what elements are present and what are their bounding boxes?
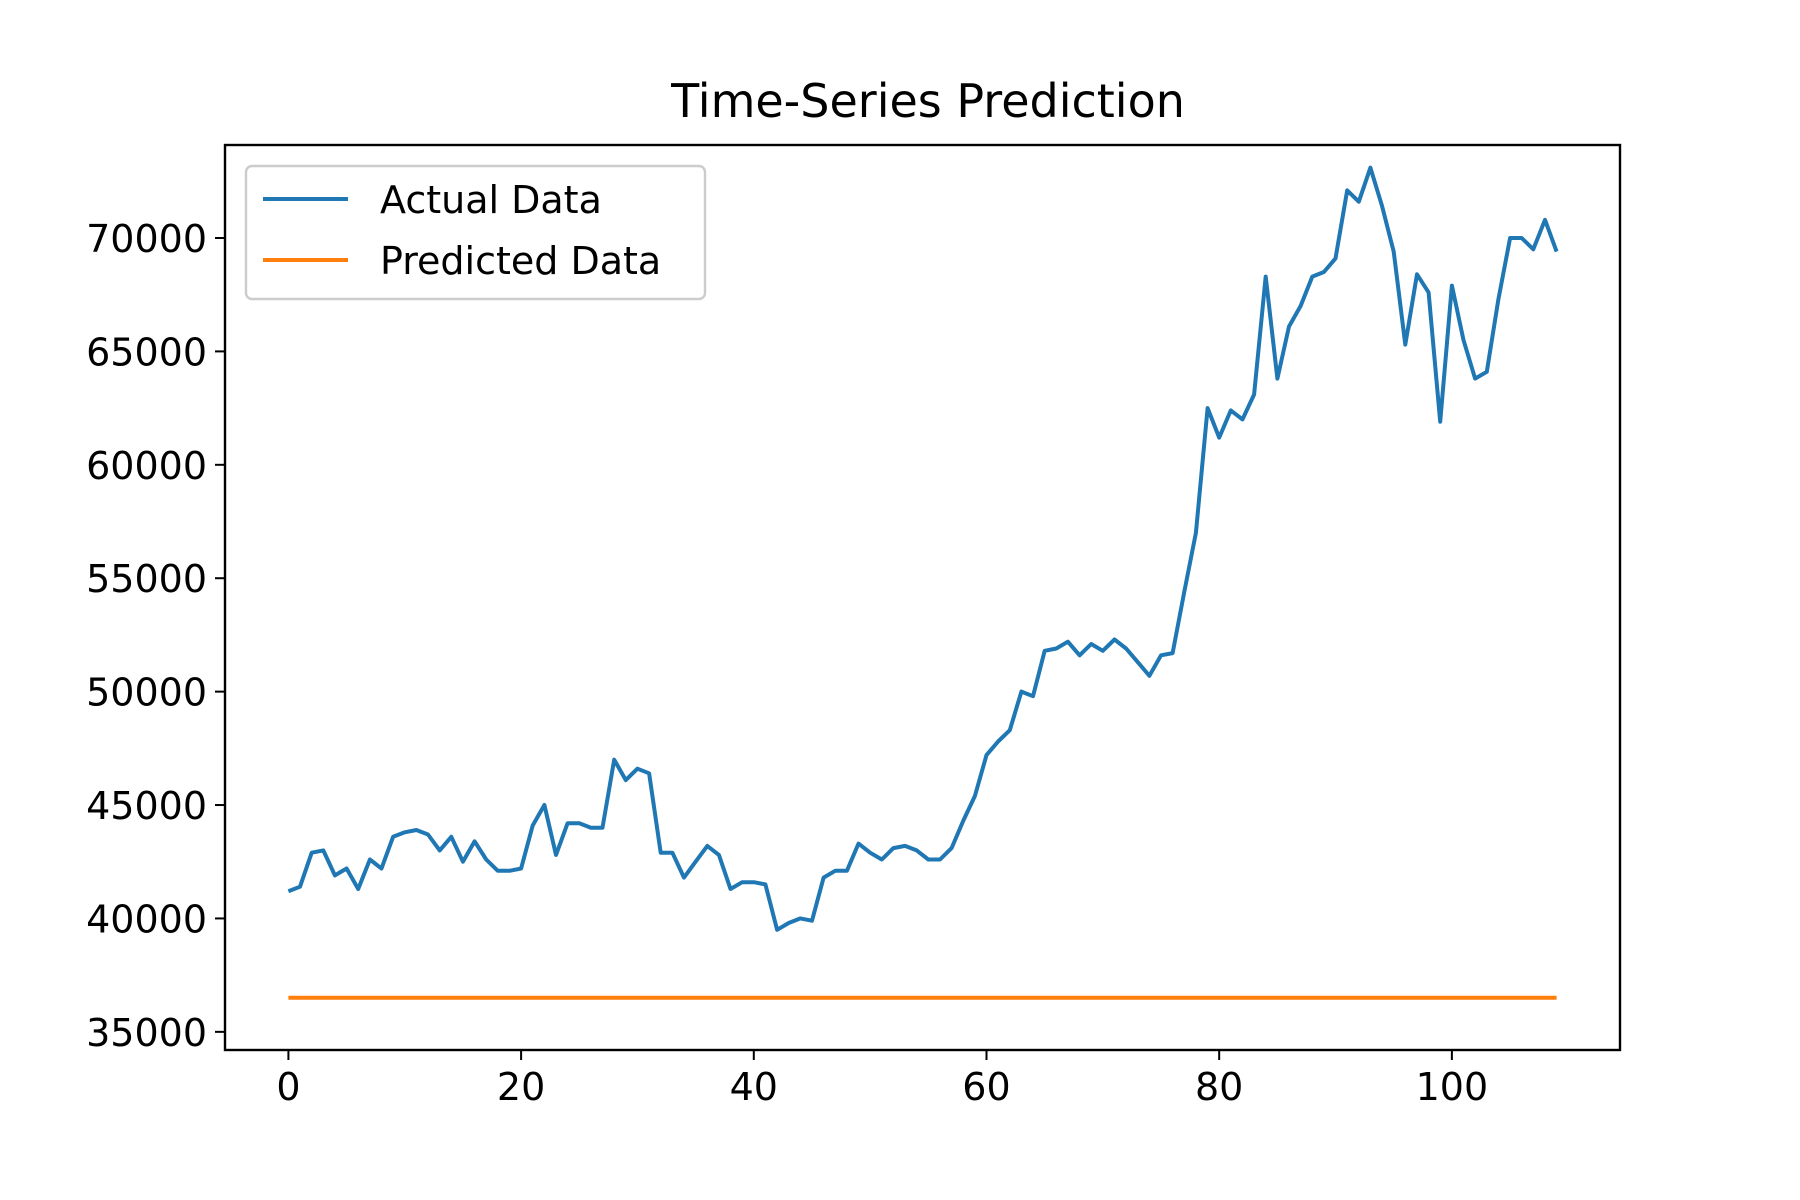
y-tick-label: 40000	[86, 897, 207, 941]
y-tick-label: 55000	[86, 557, 207, 601]
x-tick-label: 100	[1416, 1065, 1489, 1109]
x-tick-label: 80	[1195, 1065, 1243, 1109]
x-tick-label: 20	[497, 1065, 545, 1109]
y-tick-label: 60000	[86, 444, 207, 488]
y-tick-label: 70000	[86, 217, 207, 261]
y-tick-label: 45000	[86, 784, 207, 828]
x-tick-label: 0	[276, 1065, 300, 1109]
y-tick-label: 35000	[86, 1011, 207, 1055]
axes-frame	[223, 143, 1622, 1052]
y-tick-label: 65000	[86, 330, 207, 374]
x-tick-label: 40	[730, 1065, 778, 1109]
legend-label-predicted: Predicted Data	[380, 239, 661, 283]
x-tick-label: 60	[962, 1065, 1010, 1109]
legend: Actual Data Predicted Data	[244, 164, 707, 301]
series-line-actual	[287, 165, 1559, 932]
plot-area	[287, 165, 1559, 1000]
chart-title: Time-Series Prediction	[670, 74, 1185, 128]
axis-ticks: 0 20 40 60 80 100 35000 40000 45000 50000 55000 600…	[86, 217, 1488, 1109]
y-tick-label: 50000	[86, 671, 207, 715]
legend-box	[244, 164, 707, 301]
legend-label-actual: Actual Data	[380, 178, 602, 222]
